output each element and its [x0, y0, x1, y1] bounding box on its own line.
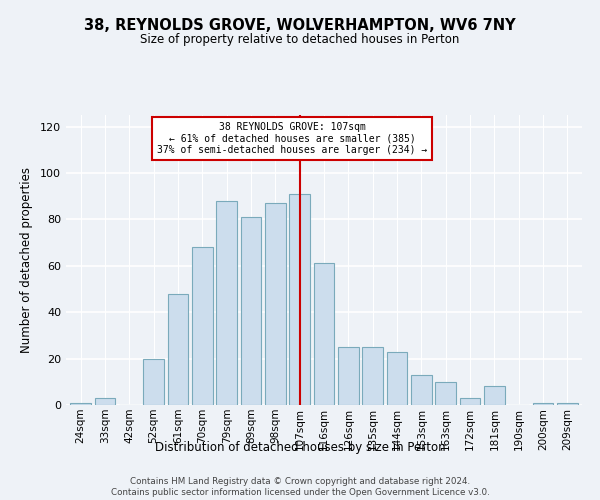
Bar — [265, 203, 286, 405]
Text: Contains HM Land Registry data © Crown copyright and database right 2024.: Contains HM Land Registry data © Crown c… — [130, 476, 470, 486]
Bar — [216, 201, 237, 405]
Bar — [460, 398, 481, 405]
Bar — [314, 264, 334, 405]
Bar — [557, 402, 578, 405]
Bar — [362, 347, 383, 405]
Bar — [484, 386, 505, 405]
Bar — [436, 382, 456, 405]
Bar — [533, 402, 553, 405]
Bar — [143, 358, 164, 405]
Text: Distribution of detached houses by size in Perton: Distribution of detached houses by size … — [155, 441, 445, 454]
Text: 38, REYNOLDS GROVE, WOLVERHAMPTON, WV6 7NY: 38, REYNOLDS GROVE, WOLVERHAMPTON, WV6 7… — [84, 18, 516, 32]
Bar — [192, 247, 212, 405]
Bar — [411, 375, 432, 405]
Text: 38 REYNOLDS GROVE: 107sqm
← 61% of detached houses are smaller (385)
37% of semi: 38 REYNOLDS GROVE: 107sqm ← 61% of detac… — [157, 122, 427, 155]
Text: Contains public sector information licensed under the Open Government Licence v3: Contains public sector information licen… — [110, 488, 490, 497]
Bar — [70, 402, 91, 405]
Bar — [167, 294, 188, 405]
Bar — [289, 194, 310, 405]
Bar — [338, 347, 359, 405]
Text: Size of property relative to detached houses in Perton: Size of property relative to detached ho… — [140, 32, 460, 46]
Bar — [241, 217, 262, 405]
Y-axis label: Number of detached properties: Number of detached properties — [20, 167, 33, 353]
Bar — [95, 398, 115, 405]
Bar — [386, 352, 407, 405]
